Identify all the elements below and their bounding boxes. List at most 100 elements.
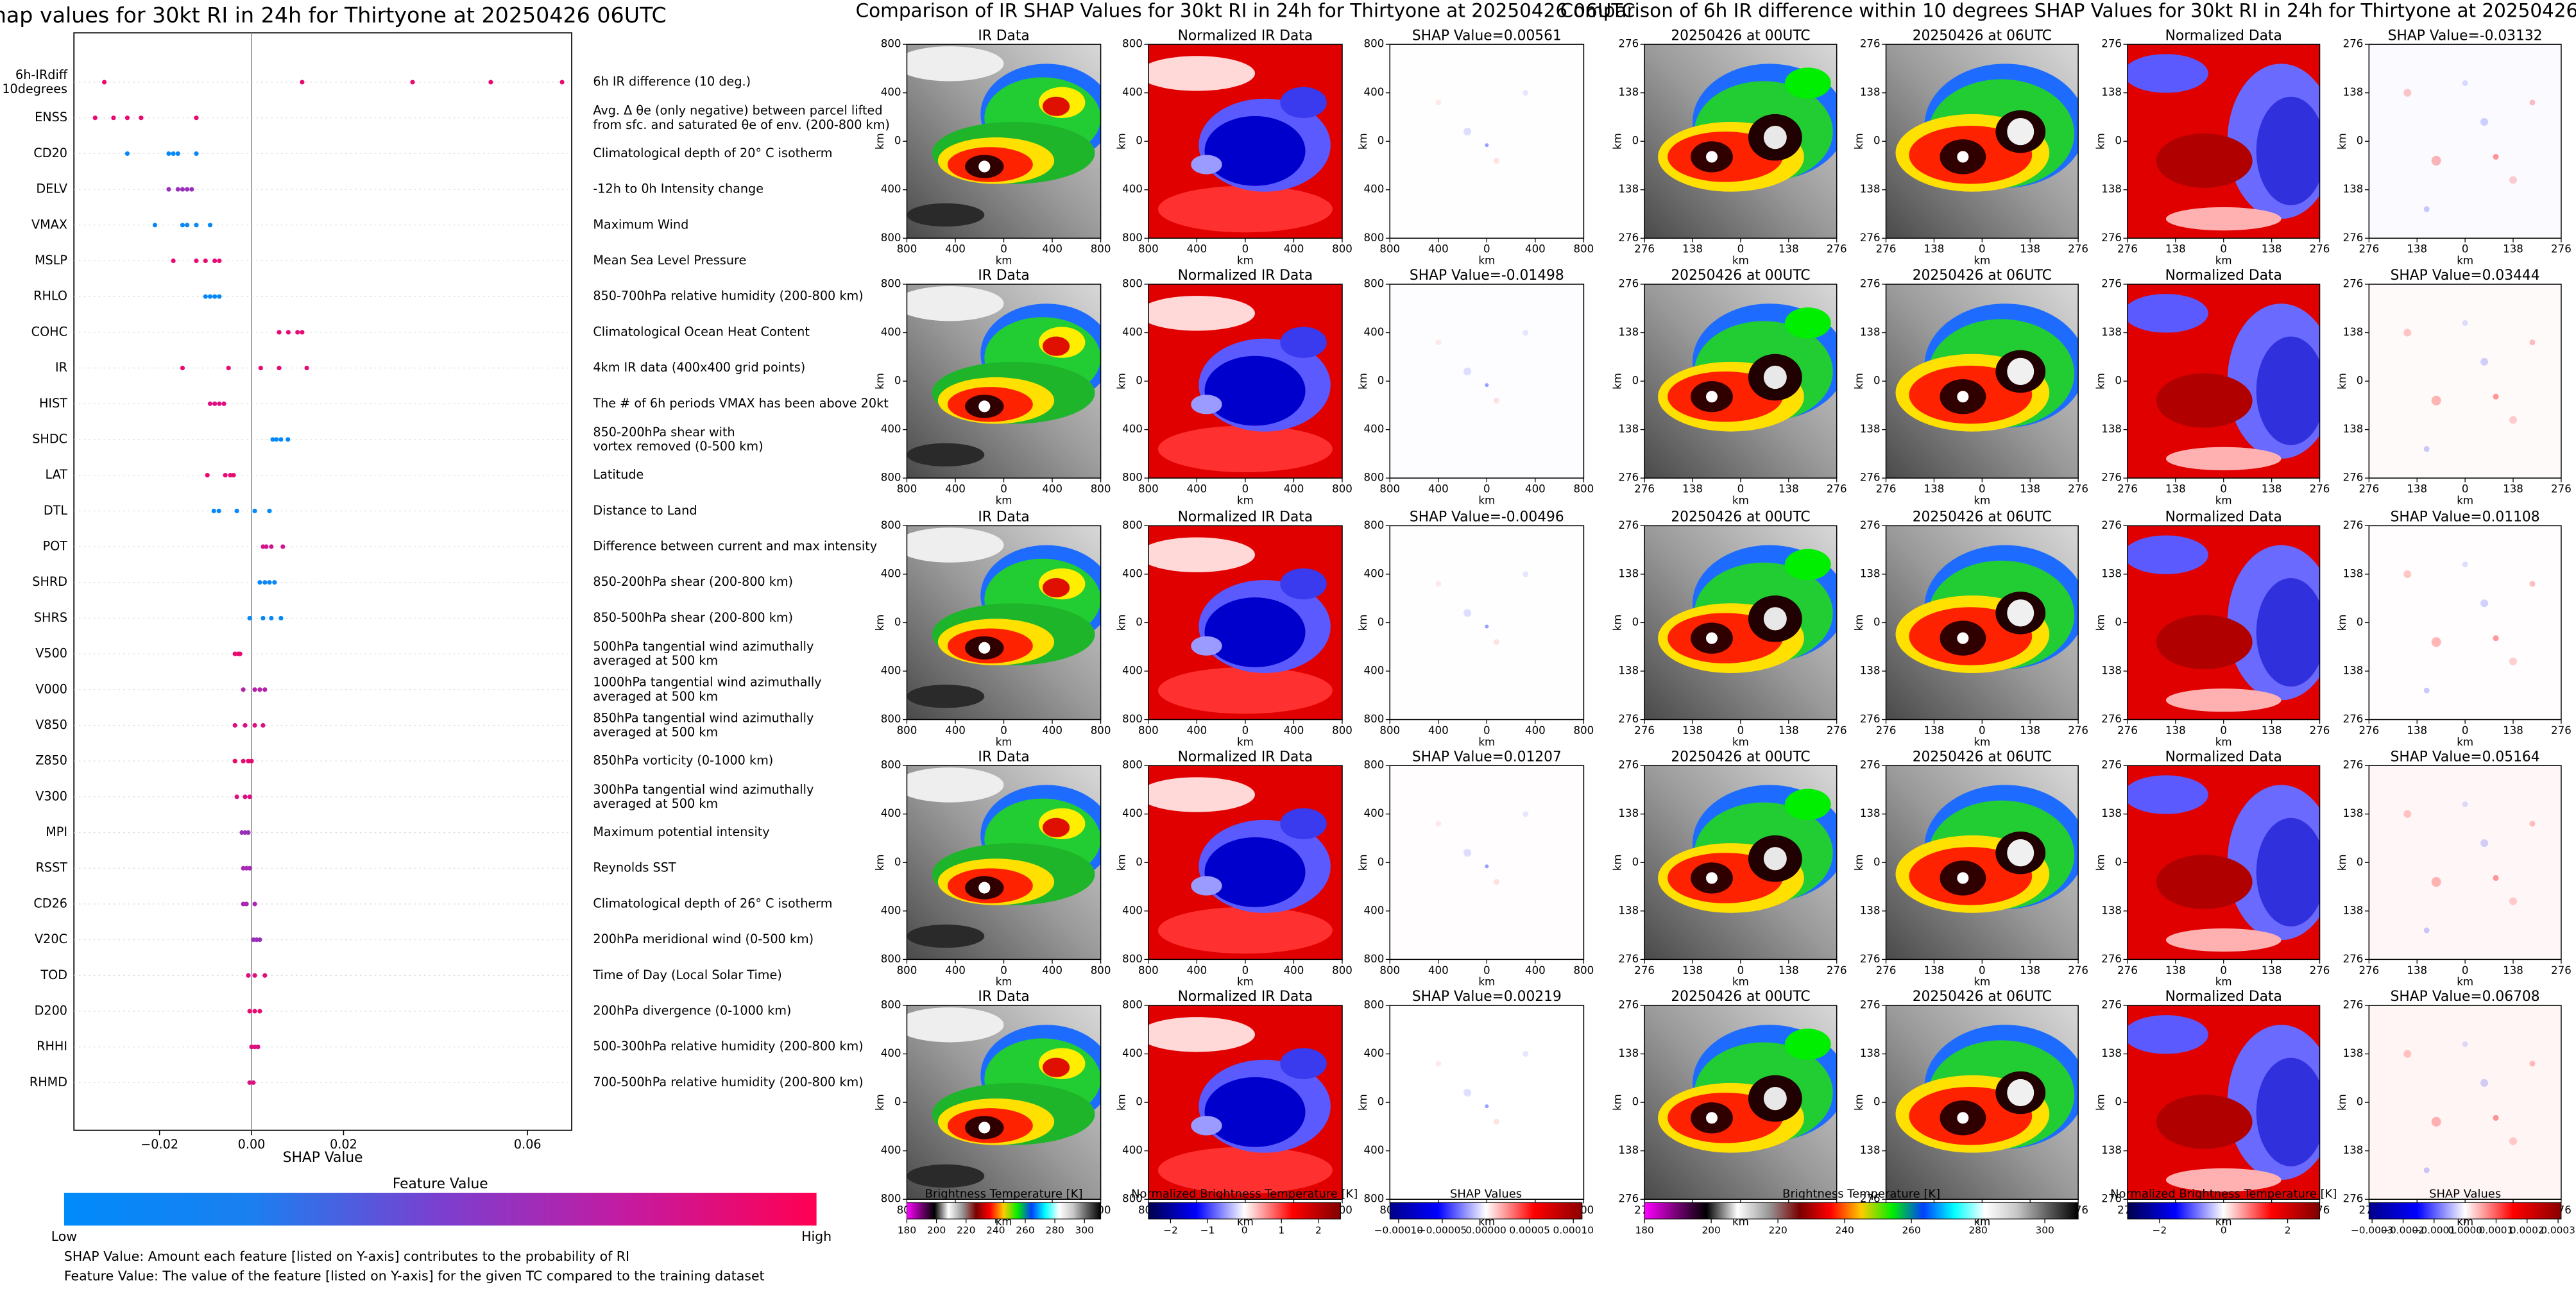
shap-point <box>221 401 226 406</box>
y-axis-label: km <box>1357 133 1369 149</box>
x-axis-label: km <box>1237 255 1254 267</box>
shap-point <box>243 830 248 835</box>
panel-image <box>1644 525 1837 720</box>
y-tick-label: VMAX <box>31 217 67 232</box>
shap-point <box>257 687 262 692</box>
x-tick-label: 138 <box>1682 964 1703 977</box>
y-axis-label: km <box>2336 1094 2348 1111</box>
x-tick-label: 0 <box>2462 724 2469 737</box>
y-tick-label: 800 <box>881 759 901 771</box>
colorbar-title: Normalized Brightness Temperature [K] <box>1131 1188 1358 1201</box>
x-tick-label: 138 <box>1924 483 1945 495</box>
x-tick-label: 0.02 <box>330 1137 357 1152</box>
x-tick-label: 0 <box>1483 483 1490 495</box>
feature-description: 6h IR difference (10 deg.) <box>593 74 751 89</box>
shap-point <box>247 794 252 799</box>
colorbar-tick-label: 1 <box>1278 1224 1284 1236</box>
feature-description: 500hPa tangential wind azimuthally averag… <box>593 639 814 668</box>
y-tick-label: 400 <box>1364 1047 1385 1059</box>
y-tick-label: 0 <box>2115 375 2122 387</box>
shap-point <box>207 401 213 406</box>
x-axis-label: km <box>1974 736 1990 748</box>
x-tick-label: 276 <box>1876 964 1897 977</box>
y-tick-label: DTL <box>44 503 67 518</box>
y-tick-label: 400 <box>881 904 901 916</box>
x-tick-label: 0 <box>1000 724 1007 737</box>
x-tick-label: 400 <box>945 964 966 977</box>
shap-point <box>228 473 233 478</box>
shap-tint <box>2369 44 2561 238</box>
y-tick-label: 276 <box>1618 713 1639 725</box>
x-tick-label: 800 <box>1138 964 1159 977</box>
panel-title: SHAP Value=0.01207 <box>1412 749 1562 765</box>
y-tick-label: 400 <box>1122 423 1143 435</box>
x-tick-label: 400 <box>1187 483 1207 495</box>
y-axis-label: km <box>1853 854 1865 871</box>
y-tick-label: 276 <box>1860 713 1881 725</box>
shap-point <box>180 365 185 371</box>
shap-point <box>185 187 190 192</box>
feature-description: 200hPa divergence (0-1000 km) <box>593 1003 791 1018</box>
panel-title: Normalized Data <box>2165 749 2282 765</box>
x-tick-label: 138 <box>2165 724 2186 737</box>
x-tick-label: 800 <box>1332 964 1352 977</box>
feature-description: Difference between current and max inten… <box>593 539 877 554</box>
x-tick-label: 400 <box>945 724 966 737</box>
panel-title: 20250426 at 00UTC <box>1671 989 1810 1005</box>
colorbar-title: SHAP Values <box>2429 1188 2501 1201</box>
shap-point <box>251 937 256 943</box>
panel-image <box>2127 525 2320 720</box>
shap-point <box>286 330 291 335</box>
y-tick-label: 0 <box>1378 1096 1385 1108</box>
x-tick-label: 276 <box>2358 243 2379 255</box>
y-tick-label: 276 <box>1860 999 1881 1011</box>
panel-title: IR Data <box>978 989 1029 1005</box>
y-tick-label: 800 <box>881 232 901 244</box>
panel-title: 20250426 at 00UTC <box>1671 268 1810 284</box>
shap-point <box>244 866 249 871</box>
panel-image <box>2127 1005 2320 1200</box>
panel-title: SHAP Value=0.06708 <box>2391 989 2540 1005</box>
x-tick-label: 138 <box>2503 243 2523 255</box>
y-tick-label: 0 <box>2115 616 2122 628</box>
colorbar-tick-label: −2 <box>1163 1224 1178 1236</box>
y-tick-label: 400 <box>1122 1047 1143 1059</box>
colorbar-tick-label: −0.0003 <box>2351 1224 2394 1236</box>
x-tick-label: 138 <box>2262 483 2282 495</box>
colorbar-tick-label: −0.0002 <box>2382 1224 2425 1236</box>
shap-point <box>217 401 222 406</box>
y-tick-label: 138 <box>1618 664 1639 676</box>
panel-image <box>2127 284 2320 479</box>
y-axis-label: km <box>2336 133 2348 149</box>
x-axis-label: km <box>1478 976 1495 988</box>
y-tick-label: 138 <box>2343 423 2364 435</box>
y-tick-label: 800 <box>881 713 901 725</box>
shap-point <box>278 615 284 620</box>
panel-title: SHAP Value=-0.03132 <box>2388 28 2543 44</box>
x-tick-label: 138 <box>2262 964 2282 977</box>
x-axis-label: km <box>1732 255 1749 267</box>
y-axis-label: km <box>874 133 886 149</box>
y-tick-label: 276 <box>2343 953 2364 965</box>
y-tick-label: 0 <box>1378 135 1385 147</box>
shap-point <box>232 651 237 656</box>
y-tick-label: 276 <box>2343 472 2364 484</box>
x-tick-label: 0 <box>1979 964 1986 977</box>
x-tick-label: 138 <box>1778 964 1799 977</box>
x-tick-label: 0 <box>2220 243 2227 255</box>
y-tick-label: D200 <box>35 1003 67 1018</box>
shap-point <box>252 722 257 728</box>
x-axis-label: km <box>1478 736 1495 748</box>
x-tick-label: 276 <box>2117 483 2138 495</box>
colorbar-tick-label: −1 <box>1200 1224 1215 1236</box>
y-tick-label: 138 <box>1618 807 1639 819</box>
y-tick-label: 800 <box>881 38 901 50</box>
panel-image <box>1148 765 1342 960</box>
shap-point <box>254 937 259 943</box>
panel-title: SHAP Value=0.05164 <box>2391 749 2540 765</box>
y-tick-label: Z850 <box>35 753 67 768</box>
shap-point <box>251 1080 256 1085</box>
shap-point <box>257 937 262 943</box>
shap-point <box>267 508 272 513</box>
y-tick-label: 276 <box>1860 232 1881 244</box>
